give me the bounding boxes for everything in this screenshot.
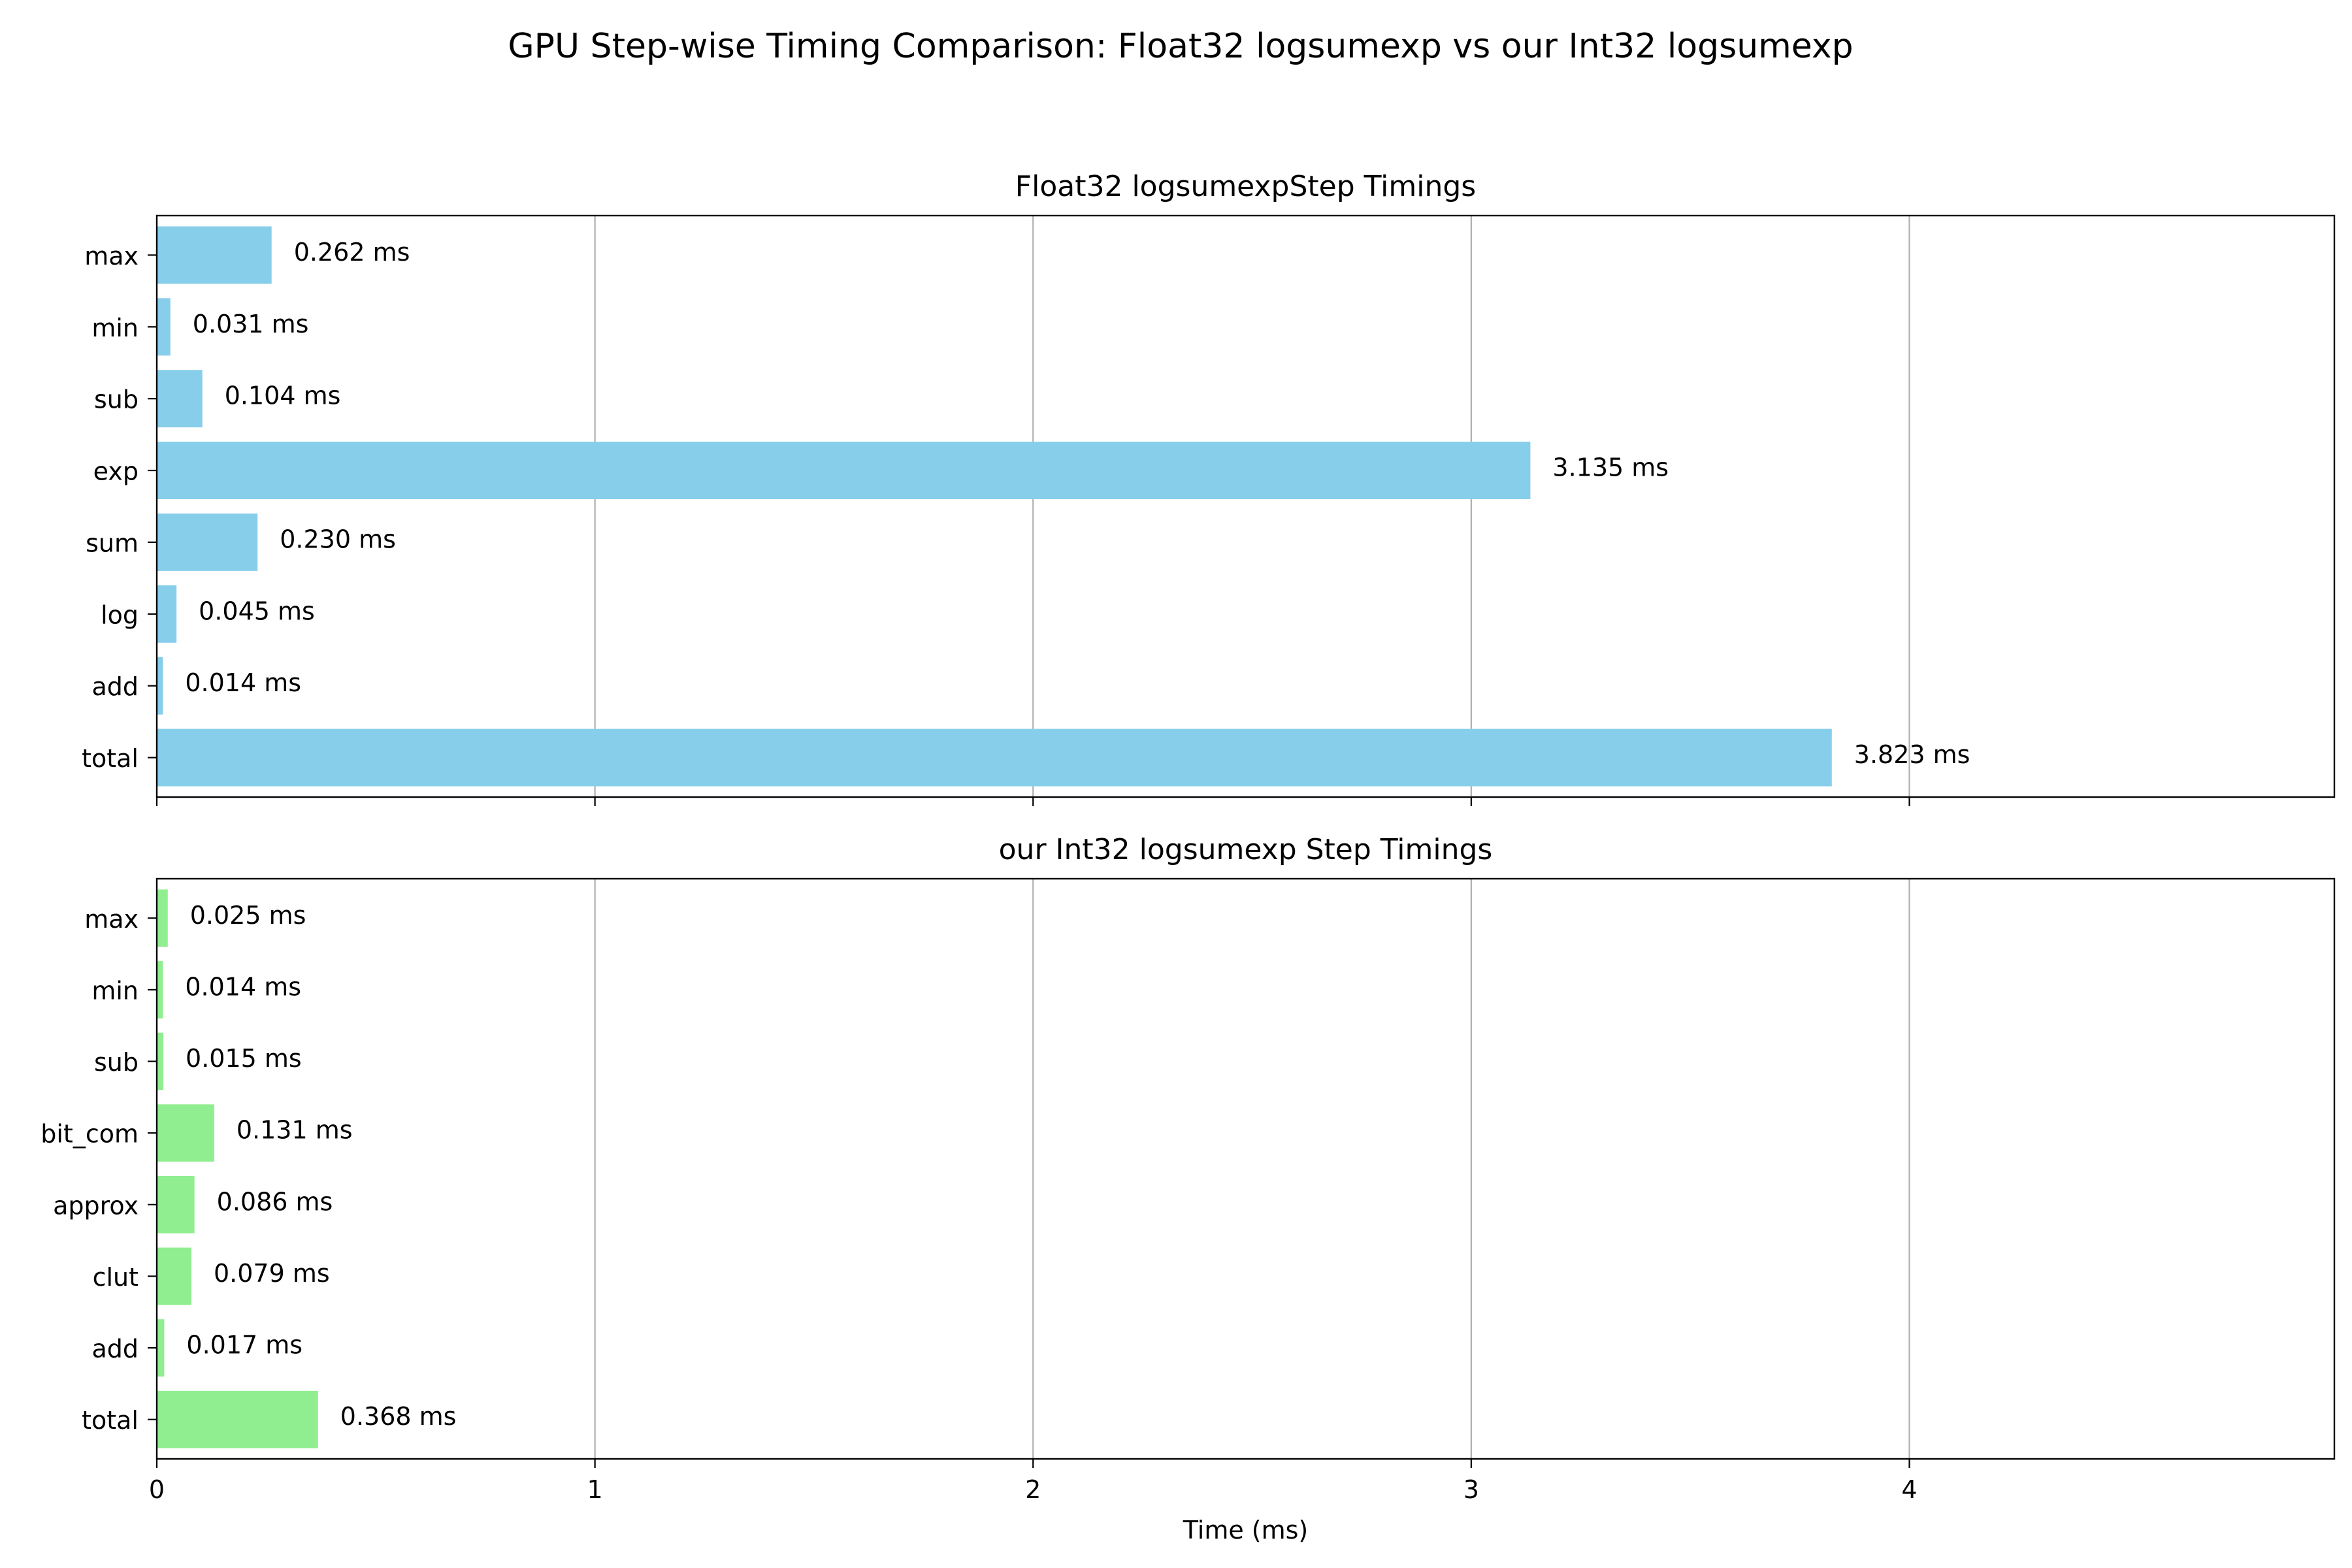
data-label: 3.135 ms bbox=[1552, 453, 1669, 482]
y-tick-label: sub bbox=[94, 385, 139, 414]
data-label: 0.031 ms bbox=[193, 310, 309, 338]
chart-panel-2: our Int32 logsumexp Step Timings 0.025 ms… bbox=[41, 833, 2336, 1544]
data-label: 0.368 ms bbox=[340, 1402, 457, 1431]
y-tick-label: min bbox=[91, 976, 139, 1005]
axes-frame bbox=[155, 214, 2336, 798]
data-label: 0.015 ms bbox=[186, 1044, 302, 1073]
bar-bit_com bbox=[157, 1104, 214, 1162]
y-tick-label: total bbox=[82, 744, 139, 773]
data-label: 0.014 ms bbox=[185, 668, 301, 697]
y-tick-label: approx bbox=[53, 1191, 139, 1220]
bar-max bbox=[157, 889, 168, 947]
figure-title: GPU Step-wise Timing Comparison: Float32… bbox=[508, 27, 1853, 66]
y-tick-label: exp bbox=[93, 457, 139, 486]
axes-title: our Int32 logsumexp Step Timings bbox=[999, 833, 1493, 866]
axes-title: Float32 logsumexpStep Timings bbox=[1015, 170, 1476, 203]
x-axis-label: Time (ms) bbox=[1183, 1516, 1309, 1544]
x-tick-label: 0 bbox=[149, 1475, 165, 1504]
y-tick-label: sum bbox=[86, 529, 139, 557]
data-label: 0.025 ms bbox=[190, 901, 306, 930]
bar-clut bbox=[157, 1247, 191, 1305]
y-tick-label: max bbox=[84, 242, 139, 270]
data-label: 0.045 ms bbox=[199, 596, 315, 625]
data-label: 0.230 ms bbox=[280, 525, 396, 553]
bar-min bbox=[157, 298, 171, 356]
bar-approx bbox=[157, 1175, 195, 1233]
bar-log bbox=[157, 585, 177, 643]
x-tick-label: 3 bbox=[1463, 1475, 1479, 1504]
x-tick-label: 2 bbox=[1025, 1475, 1041, 1504]
bar-sub bbox=[157, 1032, 164, 1090]
y-tick-label: total bbox=[82, 1406, 139, 1435]
y-tick-label: add bbox=[91, 672, 139, 701]
data-label: 3.823 ms bbox=[1854, 740, 1970, 769]
y-tick-label: bit_com bbox=[41, 1120, 139, 1149]
y-tick-label: min bbox=[91, 314, 139, 342]
x-tick-label: 4 bbox=[1901, 1475, 1917, 1504]
bar-total bbox=[157, 1390, 318, 1448]
bar-sum bbox=[157, 513, 258, 571]
y-tick-label: max bbox=[84, 905, 139, 934]
x-tick-label: 1 bbox=[587, 1475, 603, 1504]
data-label: 0.014 ms bbox=[185, 972, 301, 1001]
bar-total bbox=[157, 728, 1832, 787]
data-label: 0.262 ms bbox=[294, 238, 410, 267]
chart-panel-1: Float32 logsumexpStep Timings 0.262 ms max… bbox=[82, 170, 2336, 806]
bar-min bbox=[157, 961, 163, 1019]
axes-frame bbox=[155, 877, 2336, 1460]
y-tick-label: log bbox=[101, 600, 139, 629]
bar-exp bbox=[157, 442, 1531, 500]
data-label: 0.086 ms bbox=[217, 1187, 333, 1216]
bar-add bbox=[157, 1319, 165, 1377]
data-label: 0.131 ms bbox=[237, 1116, 353, 1145]
data-label: 0.104 ms bbox=[225, 382, 341, 410]
bar-sub bbox=[157, 370, 203, 428]
bar-max bbox=[157, 226, 272, 284]
data-label: 0.017 ms bbox=[186, 1331, 302, 1360]
y-tick-label: sub bbox=[94, 1048, 139, 1077]
chart-panels: Float32 logsumexpStep Timings 0.262 ms max… bbox=[41, 170, 2336, 1544]
data-label: 0.079 ms bbox=[214, 1259, 330, 1288]
y-tick-label: add bbox=[91, 1335, 139, 1364]
bar-add bbox=[157, 657, 163, 715]
y-tick-label: clut bbox=[93, 1263, 139, 1292]
